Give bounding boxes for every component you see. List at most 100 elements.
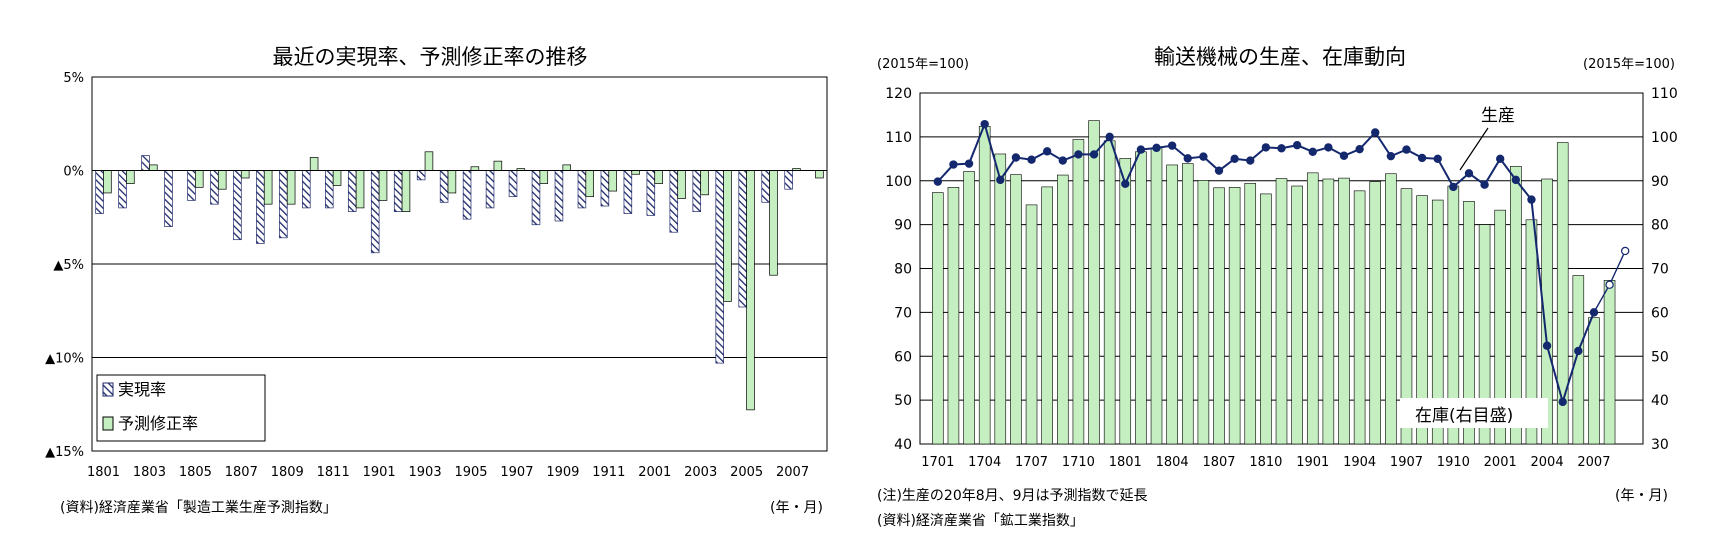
inventory-bars — [932, 120, 1616, 445]
bar-jitsugen-1912 — [623, 170, 633, 214]
right-right-y-tick-label: 110 — [1651, 86, 1678, 102]
right-right-y-tick-label: 100 — [1651, 130, 1678, 146]
bar-yosoku-1812 — [355, 170, 365, 209]
right-x-tick-label: 1807 — [1202, 455, 1235, 470]
production-point-1801 — [1121, 179, 1130, 189]
production-point-1912 — [1480, 180, 1489, 189]
production-point-1911 — [1464, 169, 1474, 178]
left-y-tick-label: ▲10% — [45, 352, 84, 367]
production-point-2004 — [1542, 341, 1552, 350]
bar-jitsugen-2007 — [784, 170, 793, 190]
inventory-bar-1707 — [1025, 204, 1038, 445]
inventory-bar-1904 — [1353, 190, 1366, 445]
left-x-tick-label: 1905 — [454, 465, 487, 480]
inventory-bar-1708 — [1041, 186, 1053, 445]
right-x-tick-label: 1704 — [968, 455, 1001, 470]
right-x-tick-label: 1701 — [921, 455, 954, 470]
production-point-1808 — [1230, 154, 1239, 164]
production-point-1804 — [1167, 141, 1177, 150]
bar-yosoku-2006 — [769, 170, 778, 276]
left-x-tick-label: 2005 — [730, 465, 763, 480]
right-right-y-tick-label: 70 — [1651, 262, 1669, 278]
production-point-1910 — [1449, 182, 1458, 192]
production-point-1701 — [933, 177, 943, 186]
bar-jitsugen-1803 — [141, 155, 150, 171]
inventory-bar-1804 — [1166, 164, 1178, 445]
bar-jitsugen-2002 — [669, 170, 679, 233]
right-x-tick-label: 1710 — [1062, 455, 1095, 470]
right-x-tick-label: 1707 — [1015, 455, 1048, 470]
bar-jitsugen-1902 — [393, 170, 403, 212]
bar-jitsugen-2004 — [715, 170, 724, 364]
bar-jitsugen-1804 — [164, 170, 173, 227]
inventory-bar-2003 — [1525, 219, 1538, 445]
right-x-tick-label: 1810 — [1249, 455, 1282, 470]
right-right-y-tick-label: 50 — [1651, 349, 1669, 365]
bar-yosoku-2002 — [677, 170, 686, 199]
production-point-1908 — [1417, 153, 1427, 163]
bar-jitsugen-1811 — [325, 170, 334, 209]
inventory-bar-1709 — [1057, 174, 1069, 445]
left-x-tick-label: 2001 — [638, 465, 671, 480]
production-point-1705 — [996, 175, 1005, 185]
inventory-bar-1908 — [1416, 195, 1428, 445]
right-source-note: (資料)経済産業省「鉱工業指数」 — [877, 512, 1084, 529]
right-left-y-tick-label: 40 — [894, 437, 912, 453]
right-x-tick-label: 1904 — [1343, 455, 1376, 470]
bar-yosoku-2003 — [700, 170, 709, 196]
left-x-tick-label: 1801 — [87, 465, 120, 480]
inventory-bar-1701 — [932, 192, 944, 445]
bar-jitsugen-1812 — [347, 170, 357, 212]
bar-jitsugen-1802 — [118, 170, 127, 209]
inventory-bar-1702 — [947, 187, 960, 445]
inventory-bar-1710 — [1072, 139, 1085, 445]
production-point-1707 — [1027, 155, 1036, 164]
production-point-2007 — [1589, 308, 1599, 317]
right-x-tick-label: 1804 — [1156, 455, 1189, 470]
inventory-bar-2006 — [1572, 275, 1585, 445]
production-point-2006 — [1574, 346, 1583, 356]
left-x-tick-label: 1907 — [500, 465, 533, 480]
right-x-tick-labels: 1701 1704 1707 1710 1801 1804 1807 1810 1901 1904… — [921, 455, 1610, 470]
left-legend: 実現率 予測修正率 — [96, 374, 266, 442]
inventory-bar-2005 — [1556, 142, 1569, 445]
right-left-y-tick-label: 120 — [885, 86, 912, 102]
inventory-bar-1812 — [1291, 185, 1303, 445]
right-right-axis-unit: (2015年=100) — [1583, 57, 1675, 72]
production-point-1805 — [1183, 154, 1192, 163]
inventory-bar-1902 — [1322, 178, 1335, 445]
bar-yosoku-1809 — [286, 170, 296, 205]
inventory-bar-1803 — [1150, 147, 1163, 445]
right-note: (注)生産の20年8月、9月は予測指数で延長 — [877, 488, 1148, 504]
left-x-tick-label: 1809 — [271, 465, 304, 480]
inventory-bar-1806 — [1197, 180, 1210, 445]
production-forecast-point-2008 — [1605, 280, 1614, 289]
inventory-bar-1903 — [1338, 177, 1350, 445]
bar-yosoku-1901 — [378, 170, 388, 201]
inventory-bar-1810 — [1260, 193, 1272, 445]
bar-jitsugen-1806 — [210, 170, 219, 205]
bar-yosoku-1906 — [493, 160, 503, 171]
right-chart-title: 輸送機械の生産、在庫動向 — [1154, 45, 1406, 69]
inventory-bar-1909 — [1431, 199, 1444, 445]
left-bars — [95, 151, 824, 411]
bar-jitsugen-1911 — [600, 170, 610, 207]
bar-yosoku-1904 — [447, 170, 457, 194]
inventory-bar-1906 — [1385, 173, 1397, 445]
bar-yosoku-1810 — [309, 157, 319, 171]
bar-yosoku-1802 — [126, 170, 135, 184]
production-point-1902 — [1324, 143, 1333, 152]
production-point-1904 — [1355, 144, 1364, 154]
right-x-tick-label: 2007 — [1577, 455, 1610, 470]
right-left-y-tick-label: 50 — [894, 393, 912, 409]
bar-yosoku-1905 — [470, 166, 480, 171]
inventory-bar-1912 — [1478, 224, 1491, 445]
left-x-tick-labels: 1801 1803 1805 1807 1809 1811 1901 1903 1905 1907… — [87, 465, 809, 480]
bar-jitsugen-1905 — [462, 170, 472, 220]
production-point-1706 — [1011, 153, 1021, 162]
bar-yosoku-1801 — [103, 170, 112, 194]
bar-yosoku-1811 — [332, 170, 342, 186]
left-y-tick-label: ▲15% — [45, 445, 84, 460]
production-point-1710 — [1074, 150, 1083, 159]
